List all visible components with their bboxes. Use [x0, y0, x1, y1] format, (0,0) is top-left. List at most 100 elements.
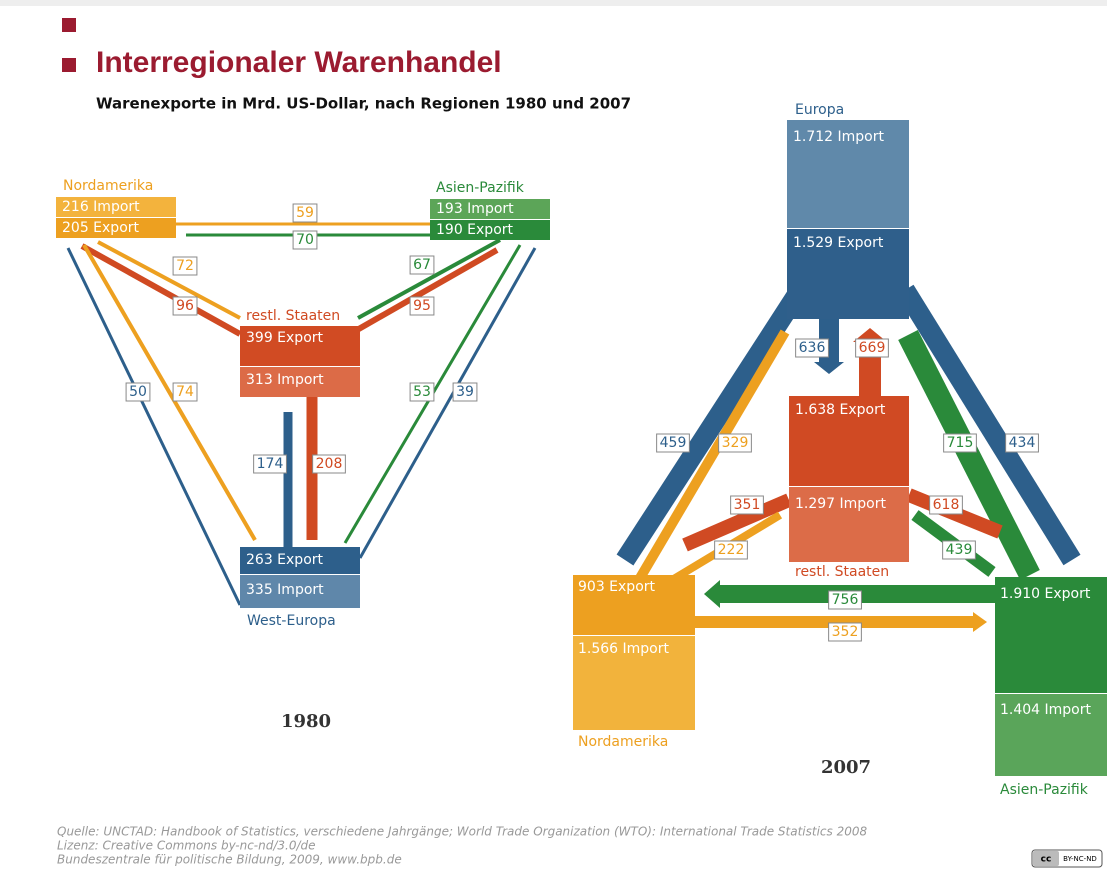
flow-label: 618 — [929, 495, 963, 515]
label-box — [942, 540, 976, 560]
flow-label: 208 — [312, 454, 346, 474]
region-name: West-Europa — [247, 613, 336, 629]
import-box — [787, 120, 909, 228]
flow-label: 636 — [795, 338, 829, 358]
arrowhead — [973, 612, 987, 632]
label-box — [718, 433, 752, 453]
import-box — [240, 367, 360, 397]
flow-label: 715 — [943, 433, 977, 453]
export-box — [240, 547, 360, 574]
label-box — [929, 495, 963, 515]
flow-value: 351 — [734, 497, 761, 513]
publisher: Bundeszentrale für politische Bildung, 2… — [57, 853, 402, 867]
flow-label: 459 — [656, 433, 690, 453]
label-box — [312, 454, 346, 474]
flow-label: 439 — [942, 540, 976, 560]
flow-value: 439 — [946, 542, 973, 558]
label-box — [253, 454, 287, 474]
flow — [896, 284, 1081, 566]
flow-value: 70 — [296, 232, 314, 248]
flow-label: 50 — [125, 382, 151, 402]
flow-label: 174 — [253, 454, 287, 474]
flow — [82, 243, 257, 542]
flow-label: 669 — [855, 338, 889, 358]
label-box — [730, 495, 764, 515]
flow-label: 434 — [1005, 433, 1039, 453]
license: Lizenz: Creative Commons by-nc-nd/3.0/de — [57, 839, 316, 853]
title: Interregionaler Warenhandel — [96, 46, 502, 79]
flow-value: 50 — [129, 384, 147, 400]
export-label: 903 Export — [578, 579, 656, 595]
flow — [898, 330, 1040, 580]
flow-value: 208 — [316, 456, 343, 472]
flow-label: 72 — [172, 256, 198, 276]
flow-value: 222 — [718, 542, 745, 558]
import-label: 216 Import — [62, 199, 140, 215]
year: 2007 — [821, 757, 871, 778]
year: 1980 — [281, 711, 331, 732]
flow-value: 434 — [1009, 435, 1036, 451]
label-box — [656, 433, 690, 453]
flow-value: 636 — [799, 340, 826, 356]
flow — [682, 493, 792, 552]
import-box — [430, 199, 550, 219]
export-label: 1.638 Export — [795, 402, 886, 418]
flow-value: 95 — [413, 298, 431, 314]
flow — [358, 247, 537, 559]
export-label: 1.529 Export — [793, 235, 884, 251]
flow-label: 95 — [409, 296, 435, 316]
cc-logo: cc — [1041, 855, 1052, 865]
flow-value: 756 — [832, 592, 859, 608]
flow-value: 59 — [296, 205, 314, 221]
export-box — [573, 575, 695, 635]
flow-value: 74 — [176, 384, 194, 400]
flow-label: 74 — [172, 382, 198, 402]
flow-value: 669 — [859, 340, 886, 356]
flow — [80, 243, 242, 337]
export-label: 190 Export — [436, 222, 514, 238]
region-name: Europa — [795, 102, 844, 118]
flow — [348, 247, 499, 337]
import-box — [995, 694, 1107, 776]
import-label: 1.712 Import — [793, 129, 885, 145]
export-label: 205 Export — [62, 220, 140, 236]
label-box — [172, 382, 198, 402]
flow-label: 59 — [292, 203, 318, 223]
label-box — [292, 203, 318, 223]
region-name: restl. Staaten — [246, 308, 340, 324]
flow-label: 756 — [828, 590, 862, 610]
cc-badge-left — [1033, 851, 1059, 866]
label-box — [855, 338, 889, 358]
import-label: 335 Import — [246, 582, 324, 598]
flow — [695, 616, 975, 628]
flow — [97, 240, 241, 320]
export-label: 263 Export — [246, 552, 324, 568]
export-box — [56, 218, 176, 238]
import-box — [240, 575, 360, 608]
label-box — [795, 338, 829, 358]
flow — [66, 247, 242, 606]
flow-value: 618 — [933, 497, 960, 513]
flow-value: 67 — [413, 257, 431, 273]
label-box — [828, 590, 862, 610]
flow-labels: 59 70 72 96 67 95 50 74 53 39 174 208 636 669 459 329 71… — [125, 203, 1039, 642]
import-box — [56, 197, 176, 217]
label-box — [409, 296, 435, 316]
flow-value: 352 — [832, 624, 859, 640]
import-label: 1.297 Import — [795, 496, 887, 512]
square — [62, 58, 76, 72]
flow-value: 39 — [456, 384, 474, 400]
export-box — [789, 396, 909, 486]
export-box — [240, 326, 360, 366]
export-box — [430, 220, 550, 240]
import-label: 313 Import — [246, 372, 324, 388]
arrowhead — [814, 362, 844, 374]
flow — [616, 284, 809, 566]
import-label: 193 Import — [436, 201, 514, 217]
flow-label: 70 — [292, 230, 318, 250]
source: Quelle: UNCTAD: Handbook of Statistics, … — [57, 825, 868, 839]
label-box — [1005, 433, 1039, 453]
label-box — [714, 540, 748, 560]
